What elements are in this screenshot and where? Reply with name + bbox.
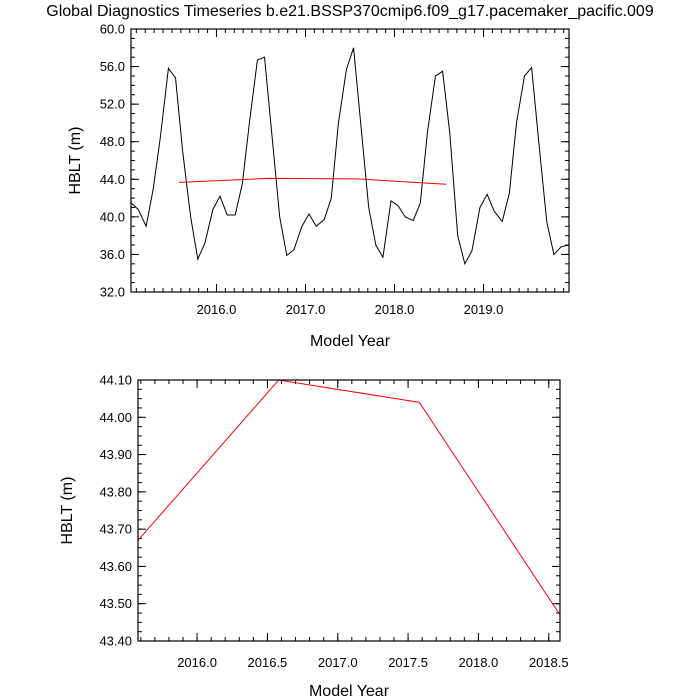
- y-tick-label: 44.10: [99, 373, 132, 388]
- y-tick-label: 43.70: [99, 522, 132, 537]
- series-line-0: [137, 379, 561, 616]
- y-axis-label: HBLT (m): [59, 477, 76, 545]
- x-axis-label: Model Year: [309, 683, 390, 700]
- y-tick-label: 43.80: [99, 484, 132, 499]
- y-tick-label: 40.0: [100, 209, 125, 224]
- x-tick-label: 2018.0: [375, 302, 415, 317]
- x-tick-label: 2017.0: [286, 302, 326, 317]
- top-panel: 2016.0 2017.0 2018.0 2019.0 32.0 36.0 40.0 44.0…: [67, 22, 570, 350]
- y-tick-label: 60.0: [100, 22, 125, 37]
- page-title: Global Diagnostics Timeseries b.e21.BSSP…: [46, 3, 654, 20]
- y-tick-label: 43.60: [99, 559, 132, 574]
- x-axis-label: Model Year: [310, 333, 391, 350]
- x-tick-label: 2018.5: [529, 655, 569, 670]
- y-tick-label: 52.0: [100, 97, 125, 112]
- y-tick-label: 56.0: [100, 59, 125, 74]
- x-tick-label: 2019.0: [464, 302, 504, 317]
- x-tick-label: 2017.0: [318, 655, 358, 670]
- y-tick-label: 44.0: [100, 172, 125, 187]
- y-tick-label: 32.0: [100, 285, 125, 300]
- plot-frame: [130, 28, 570, 293]
- series-line-0: [130, 47, 570, 266]
- y-tick-label: 43.90: [99, 447, 132, 462]
- y-tick-label: 43.40: [99, 634, 132, 649]
- x-tick-label: 2018.0: [459, 655, 499, 670]
- y-tick-label: 43.50: [99, 596, 132, 611]
- y-tick-label: 48.0: [100, 134, 125, 149]
- series-line-1: [179, 177, 447, 185]
- x-tick-label: 2016.5: [248, 655, 288, 670]
- plot-frame: [137, 379, 561, 642]
- x-tick-label: 2016.0: [177, 655, 217, 670]
- x-tick-label: 2016.0: [197, 302, 237, 317]
- y-tick-label: 44.00: [99, 410, 132, 425]
- y-axis-label: HBLT (m): [67, 127, 84, 195]
- bottom-panel: 2016.0 2016.5 2017.0 2017.5 2018.0 2018.5 43.4…: [59, 373, 569, 700]
- y-tick-label: 36.0: [100, 247, 125, 262]
- x-tick-label: 2017.5: [388, 655, 428, 670]
